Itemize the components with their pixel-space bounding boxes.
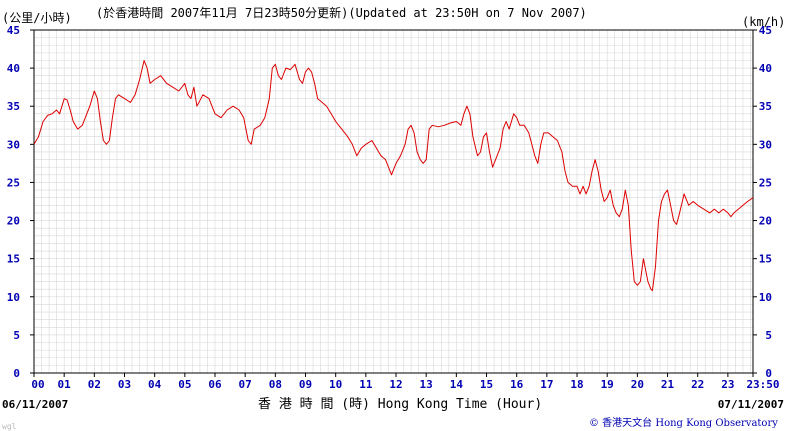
y-tick-label-right: 0	[765, 367, 772, 380]
x-axis-label: 香 港 時 間 (時) Hong Kong Time (Hour)	[258, 397, 542, 412]
y-tick-label-left: 30	[7, 138, 20, 151]
x-tick-label: 21	[661, 378, 675, 391]
y-tick-label-left: 10	[7, 291, 20, 304]
plot-frame	[33, 29, 754, 374]
x-tick-label: 05	[178, 378, 191, 391]
copyright-notice: © 香港天文台 Hong Kong Observatory	[589, 416, 778, 429]
x-tick-label: 03	[118, 378, 131, 391]
x-tick-label: 17	[540, 378, 553, 391]
x-tick-label: 23:50	[746, 378, 779, 391]
x-tick-label: 11	[359, 378, 373, 391]
y-tick-label-left: 35	[7, 100, 20, 113]
unit-label-right: (km/h)	[742, 15, 785, 29]
x-tick-label: 09	[299, 378, 312, 391]
x-tick-label: 19	[601, 378, 614, 391]
y-tick-label-right: 15	[759, 253, 772, 266]
y-axis-right: 0 5 10 15 20 25 30 35 40 45	[753, 24, 772, 380]
x-axis: 00 01 02 03 04 05 06 07 08 09 10 11 12 13 14 15 16 17 18 19…	[31, 373, 780, 391]
date-left: 06/11/2007	[2, 398, 68, 411]
y-tick-label-left: 20	[7, 215, 20, 228]
y-tick-label-left: 25	[7, 176, 20, 189]
x-tick-label: 01	[58, 378, 72, 391]
x-tick-label: 20	[631, 378, 644, 391]
unit-label-left: (公里/小時)	[2, 11, 72, 25]
y-tick-label-right: 40	[759, 62, 772, 75]
y-tick-label-left: 5	[13, 329, 20, 342]
x-tick-label: 23	[721, 378, 734, 391]
y-tick-label-right: 35	[759, 100, 772, 113]
x-tick-label: 07	[239, 378, 252, 391]
x-tick-label: 02	[88, 378, 101, 391]
series-layer	[33, 60, 754, 292]
y-tick-label-left: 0	[13, 367, 20, 380]
grid-lines	[34, 30, 753, 373]
x-tick-label: 18	[570, 378, 583, 391]
y-tick-label-right: 10	[759, 291, 772, 304]
watermark: wgl	[2, 422, 17, 431]
x-tick-label: 16	[510, 378, 524, 391]
date-right: 07/11/2007	[718, 398, 784, 411]
x-tick-label: 12	[389, 378, 402, 391]
y-tick-label-left: 45	[7, 24, 20, 37]
x-tick-label: 04	[148, 378, 162, 391]
x-tick-label: 10	[329, 378, 342, 391]
y-tick-label-left: 15	[7, 253, 20, 266]
y-tick-label-left: 40	[7, 62, 20, 75]
x-tick-label: 14	[450, 378, 464, 391]
y-tick-label-right: 45	[759, 24, 772, 37]
series-line-wind-speed	[33, 60, 754, 292]
y-tick-label-right: 30	[759, 138, 772, 151]
x-tick-label: 06	[208, 378, 222, 391]
x-tick-label: 15	[480, 378, 493, 391]
y-tick-label-right: 20	[759, 215, 772, 228]
x-tick-label: 00	[31, 378, 44, 391]
x-tick-label: 08	[269, 378, 282, 391]
x-tick-label: 13	[420, 378, 433, 391]
chart-title: (於香港時間 2007年11月 7日23時50分更新)(Updated at 2…	[96, 5, 587, 20]
x-tick-label: 22	[691, 378, 704, 391]
y-tick-label-right: 25	[759, 176, 772, 189]
y-tick-label-right: 5	[765, 329, 772, 342]
y-axis-left: 0 5 10 15 20 25 30 35 40 45	[7, 24, 34, 380]
